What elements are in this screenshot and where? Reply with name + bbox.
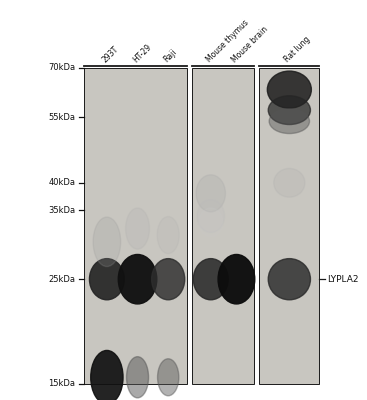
Ellipse shape — [196, 175, 225, 212]
Text: 25kDa: 25kDa — [48, 275, 75, 284]
Bar — [259, 68, 319, 384]
Text: LYPLA2: LYPLA2 — [327, 275, 358, 284]
Bar — [84, 68, 186, 384]
Text: 55kDa: 55kDa — [48, 113, 75, 122]
Text: Mouse thymus: Mouse thymus — [204, 18, 250, 64]
Ellipse shape — [90, 259, 124, 300]
Text: Raji: Raji — [162, 47, 178, 64]
Ellipse shape — [268, 96, 310, 124]
Ellipse shape — [126, 208, 149, 249]
Text: Rat lung: Rat lung — [283, 35, 312, 64]
Ellipse shape — [91, 350, 123, 400]
Text: HT-29: HT-29 — [131, 42, 153, 64]
Text: 40kDa: 40kDa — [48, 178, 75, 187]
Bar — [192, 68, 254, 384]
Ellipse shape — [218, 254, 255, 304]
Text: 293T: 293T — [101, 44, 120, 64]
Ellipse shape — [127, 357, 149, 398]
Ellipse shape — [157, 359, 179, 396]
Text: 15kDa: 15kDa — [48, 380, 75, 388]
Ellipse shape — [199, 208, 223, 237]
Ellipse shape — [274, 168, 305, 197]
Ellipse shape — [118, 254, 157, 304]
Ellipse shape — [197, 200, 225, 232]
Ellipse shape — [157, 216, 179, 254]
Text: Mouse brain: Mouse brain — [230, 24, 270, 64]
Ellipse shape — [152, 259, 185, 300]
Ellipse shape — [267, 71, 311, 108]
Ellipse shape — [268, 259, 310, 300]
Ellipse shape — [269, 109, 309, 134]
Ellipse shape — [193, 259, 228, 300]
Ellipse shape — [93, 217, 121, 266]
Text: 70kDa: 70kDa — [48, 64, 75, 72]
Text: 35kDa: 35kDa — [48, 206, 75, 215]
